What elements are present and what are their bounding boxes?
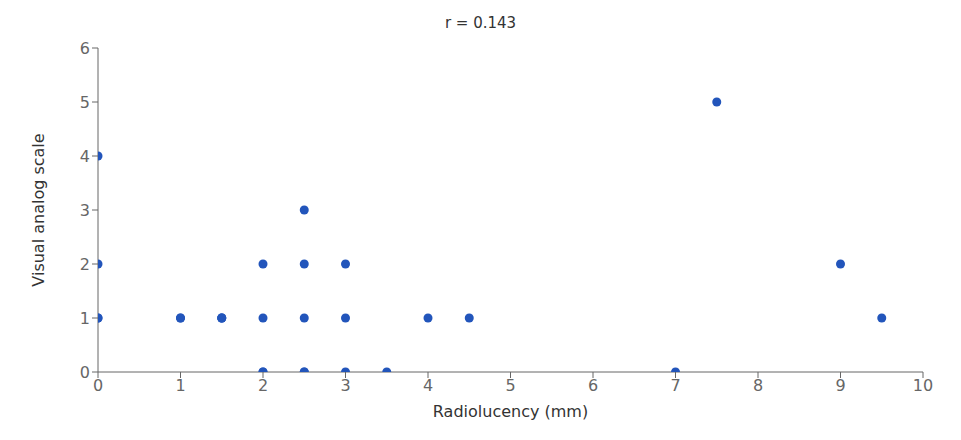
- svg-text:9: 9: [835, 376, 845, 395]
- html-text:r = 0.143: r = 0.143: [444, 14, 517, 32]
- svg-text:Radiolucency (mm): Radiolucency (mm): [433, 402, 588, 421]
- svg-text:7: 7: [670, 376, 680, 395]
- svg-text:2: 2: [258, 376, 268, 395]
- svg-text:Visual analog scale: Visual analog scale: [29, 133, 48, 286]
- svg-text:5: 5: [505, 376, 515, 395]
- svg-text:1: 1: [80, 309, 90, 328]
- svg-text:3: 3: [80, 201, 90, 220]
- svg-text:6: 6: [588, 376, 598, 395]
- svg-text:3: 3: [340, 376, 350, 395]
- svg-text:4: 4: [80, 147, 90, 166]
- svg-text:2: 2: [80, 255, 90, 274]
- svg-text:5: 5: [80, 93, 90, 112]
- svg-text:0: 0: [93, 376, 103, 395]
- svg-text:8: 8: [753, 376, 763, 395]
- svg-text:6: 6: [80, 39, 90, 58]
- svg-text:4: 4: [423, 376, 433, 395]
- svg-text:1: 1: [175, 376, 185, 395]
- svg-text:10: 10: [913, 376, 933, 395]
- svg-text:0: 0: [80, 363, 90, 382]
